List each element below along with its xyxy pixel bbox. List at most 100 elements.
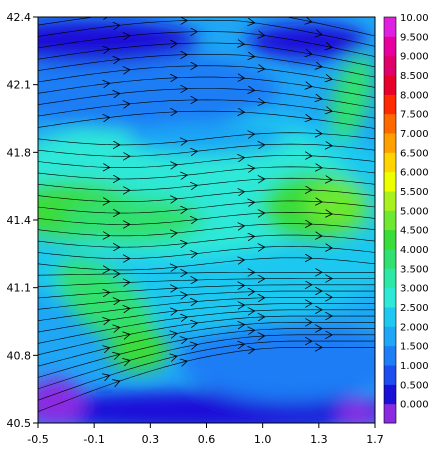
colorbar-label: 0.000 xyxy=(400,400,429,411)
streamline-arrow xyxy=(308,86,311,87)
streamline xyxy=(38,303,375,333)
streamline xyxy=(38,322,375,367)
streamline-arrow xyxy=(308,53,311,54)
y-tick-label: 42.4 xyxy=(7,11,32,24)
streamline-arrow xyxy=(126,335,129,336)
colorbar-label: 6.000 xyxy=(400,168,429,179)
streamline-arrow xyxy=(328,47,331,48)
colorbar-swatch xyxy=(384,307,396,327)
streamlines xyxy=(38,17,375,412)
streamline-arrow xyxy=(308,21,311,22)
colorbar-swatch xyxy=(384,326,396,347)
y-tick-label: 42.1 xyxy=(7,79,32,92)
plot-area xyxy=(38,17,375,423)
x-tick-label: 1.0 xyxy=(254,433,272,446)
colorbar-swatch xyxy=(384,345,396,366)
streamline xyxy=(38,211,375,225)
contour-bottomright-low xyxy=(338,399,375,423)
streamline-arrow xyxy=(126,361,129,362)
streamline xyxy=(38,99,375,119)
streamline xyxy=(38,42,375,68)
x-tick-label: 0.6 xyxy=(198,433,216,446)
streamline xyxy=(38,31,375,57)
streamline xyxy=(38,143,375,157)
streamline xyxy=(38,65,375,88)
x-tick-label: 0.3 xyxy=(142,433,160,446)
colorbar-swatch xyxy=(384,17,396,37)
colorbar-label: 4.000 xyxy=(400,245,429,256)
contour-topright-streak xyxy=(330,54,373,142)
streamline-arrow xyxy=(318,66,321,67)
colorbar-swatch xyxy=(384,171,396,192)
colorbar-label: 8.500 xyxy=(400,71,429,82)
streamline xyxy=(38,177,375,191)
x-tick-label: -0.5 xyxy=(27,433,48,446)
colorbar-label: 0.500 xyxy=(400,380,429,391)
y-tick-label: 41.4 xyxy=(7,214,32,227)
streamline xyxy=(38,334,375,390)
colorbar-swatch xyxy=(384,36,396,57)
colorbar-swatch xyxy=(384,94,396,115)
contour-upper-blue xyxy=(38,50,280,131)
colorbar-label: 3.500 xyxy=(400,264,429,275)
colorbar-swatch xyxy=(384,191,396,211)
colorbar-label: 5.500 xyxy=(400,187,429,198)
colorbar-swatch xyxy=(384,287,396,308)
streamline-arrow xyxy=(173,334,176,335)
x-tick-label: -0.1 xyxy=(83,433,104,446)
colorbar-label: 7.500 xyxy=(400,110,429,121)
streamline-arrow xyxy=(328,79,331,80)
streamline-arrow xyxy=(105,320,108,321)
y-tick-label: 41.8 xyxy=(7,146,32,159)
streamline xyxy=(38,110,375,129)
colorbar-swatch xyxy=(384,384,396,405)
streamline-arrow xyxy=(183,339,186,340)
colorbar-label: 1.000 xyxy=(400,361,429,372)
streamline-arrow xyxy=(116,354,119,355)
colorbar-label: 5.000 xyxy=(400,206,429,217)
colorbar-swatch xyxy=(384,403,396,424)
streamline xyxy=(38,315,375,356)
contour-lower-diagonal xyxy=(55,256,156,347)
colorbar-swatch xyxy=(384,210,396,231)
colorbar-swatch xyxy=(384,365,396,385)
streamline xyxy=(38,297,375,321)
colorbar-label: 10.00 xyxy=(400,13,429,24)
colorbar-frame xyxy=(383,16,397,424)
streamline-arrow xyxy=(116,328,119,329)
streamline-arrow xyxy=(116,381,119,382)
streamline-arrow xyxy=(105,376,108,377)
y-axis: 42.4 42.1 41.8 41.4 41.1 40.8 40.5 xyxy=(7,11,38,430)
y-tick-label: 41.1 xyxy=(7,282,32,295)
streamline-arrow xyxy=(173,356,176,357)
streamline xyxy=(38,278,375,287)
streamline xyxy=(38,257,375,271)
contour-lowerright-blue xyxy=(180,322,375,403)
colorbar-label: 6.500 xyxy=(400,148,429,159)
y-tick-label: 40.5 xyxy=(7,417,32,430)
colorbar-swatch xyxy=(384,152,396,173)
x-axis: -0.5 -0.1 0.3 0.6 1.0 1.3 1.7 xyxy=(27,423,384,446)
colorbar-swatch xyxy=(384,113,396,134)
streamline-arrow xyxy=(183,361,186,362)
colorbar-label: 2.000 xyxy=(400,322,429,333)
colorbar-swatch xyxy=(384,55,396,76)
contour-core-mid xyxy=(62,196,203,244)
colorbar-label: 9.500 xyxy=(400,32,429,43)
colorbar-label: 3.000 xyxy=(400,284,429,295)
colorbar: 0.000 0.500 1.000 1.500 2.000 2.500 3.000 3.500… xyxy=(383,13,429,424)
contour-core-right-peak xyxy=(306,181,363,226)
colorbar-label: 1.500 xyxy=(400,342,429,353)
streamline xyxy=(38,189,375,202)
colorbar-label: 7.000 xyxy=(400,129,429,140)
streamline xyxy=(38,246,375,259)
x-tick-label: 1.7 xyxy=(366,433,384,446)
contour-bottomleft-low xyxy=(38,377,85,423)
x-tick-label: 1.3 xyxy=(310,433,328,446)
colorbar-swatch xyxy=(384,133,396,153)
colorbar-swatch xyxy=(384,268,396,289)
streamline-arrow xyxy=(105,348,108,349)
colorbar-label: 4.500 xyxy=(400,226,429,237)
streamline xyxy=(38,223,375,237)
colorbar-label: 9.000 xyxy=(400,52,429,63)
